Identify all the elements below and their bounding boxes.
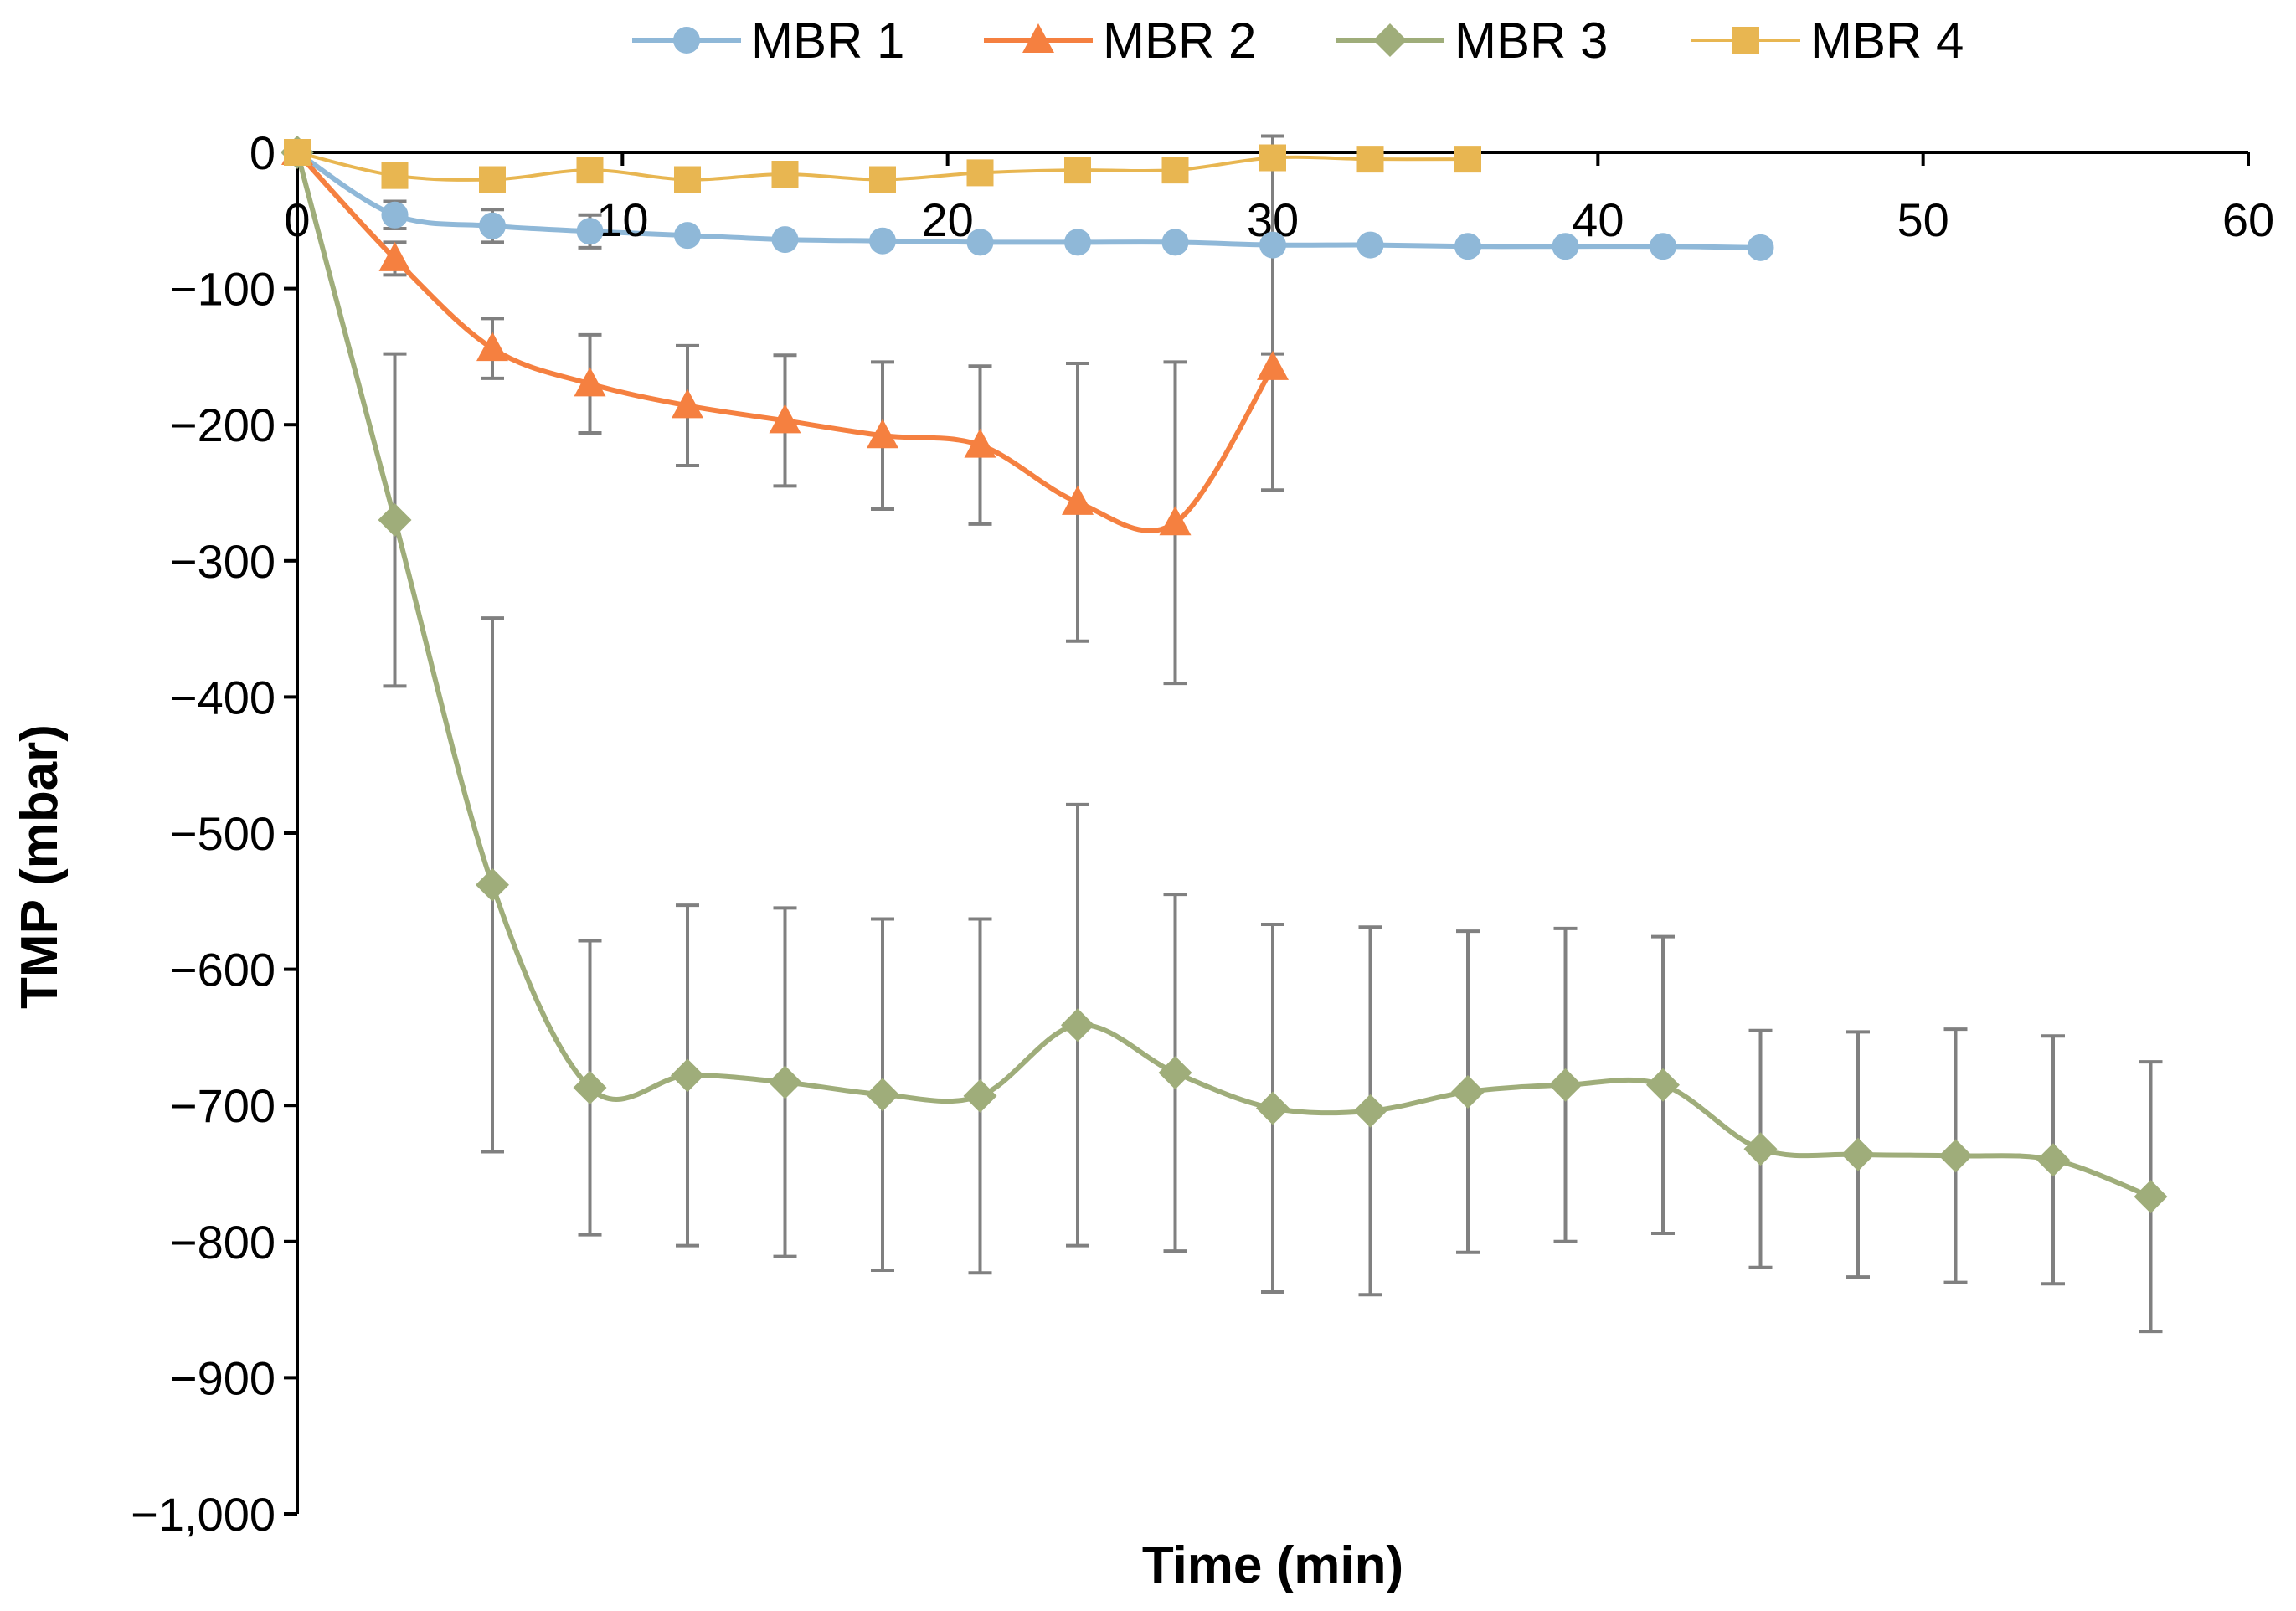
legend-label: MBR 4: [1810, 13, 1964, 69]
mbr-1-line: [296, 150, 1761, 250]
mbr-2-point: [574, 367, 606, 397]
mbr-3-point: [866, 1078, 899, 1112]
mbr-1-point: [1552, 233, 1579, 260]
mbr-4-point: [771, 161, 799, 188]
mbr-4-point: [1454, 146, 1481, 173]
y-tick-label: −300: [170, 535, 275, 588]
mbr-4-point: [381, 162, 409, 189]
mbr-3-point: [768, 1065, 802, 1099]
mbr-4-point: [1161, 157, 1189, 184]
mbr-3-point: [573, 1071, 607, 1105]
x-tick-label: 60: [2222, 193, 2274, 246]
mbr-3-point: [2134, 1180, 2168, 1214]
mbr-3-point: [1256, 1091, 1290, 1125]
mbr-1-point: [1747, 234, 1774, 261]
legend-label: MBR 1: [751, 13, 904, 69]
x-tick-label: 40: [1572, 193, 1624, 246]
y-tick-label: −100: [170, 263, 275, 316]
mbr-1-point: [674, 222, 701, 250]
mbr-2-point: [378, 241, 411, 271]
mbr-4-point: [869, 166, 896, 193]
ticks: 0−100−200−300−400−500−600−700−800−900−1,…: [131, 126, 2274, 1541]
y-tick-label: −1,000: [131, 1488, 275, 1541]
legend-marker: [673, 27, 700, 54]
legend-item-mbr-4: MBR 4: [1691, 13, 1964, 69]
mbr-1-point: [479, 212, 506, 239]
legend-marker: [1373, 23, 1407, 57]
mbr-3-point: [378, 503, 412, 538]
x-axis-title: Time (min): [1142, 1536, 1403, 1594]
mbr-3-line: [295, 152, 2152, 1199]
mbr-4-point: [674, 166, 701, 193]
x-tick-label: 0: [284, 193, 310, 246]
legend-item-mbr-1: MBR 1: [632, 13, 904, 69]
mbr-3-point: [476, 867, 509, 902]
mbr-1-point: [1161, 229, 1189, 256]
legend: MBR 1 MBR 2 MBR 3 MBR 4: [632, 13, 1964, 69]
y-tick-label: −700: [170, 1079, 275, 1132]
mbr-3-point: [1646, 1068, 1680, 1102]
markers: [281, 136, 2168, 1214]
legend-item-mbr-3: MBR 3: [1336, 13, 1608, 69]
mbr-2-point: [476, 332, 508, 362]
mbr-1-point: [381, 201, 409, 229]
y-tick-label: −400: [170, 671, 275, 723]
y-tick-label: −900: [170, 1351, 275, 1404]
y-tick-label: −500: [170, 807, 275, 860]
mbr-3-point: [1451, 1074, 1485, 1109]
mbr-4-point: [284, 139, 311, 166]
mbr-2-point: [769, 404, 801, 434]
mbr-2-point: [1159, 506, 1192, 536]
mbr-1-point: [1356, 231, 1384, 259]
mbr-2-point: [867, 419, 898, 449]
mbr-3-point: [1548, 1068, 1583, 1102]
mbr-3-point: [1158, 1056, 1192, 1090]
y-axis-title: TMP (mbar): [11, 724, 69, 1009]
mbr-3-point: [1353, 1094, 1387, 1128]
mbr-2-point: [1062, 485, 1094, 515]
x-tick-label: 50: [1897, 193, 1949, 246]
mbr-4-point: [1259, 144, 1286, 172]
mbr-4-point: [1356, 146, 1384, 173]
mbr-4-point: [966, 159, 994, 187]
mbr-1-point: [1650, 233, 1676, 260]
mbr-1-point: [771, 226, 799, 254]
series-lines: [295, 150, 2152, 1199]
mbr-1-point: [1454, 233, 1481, 260]
legend-marker: [1732, 27, 1759, 54]
mbr-3-point: [2036, 1143, 2070, 1177]
error-bars: [383, 134, 2163, 1334]
mbr-3-point: [1743, 1132, 1778, 1166]
legend-item-mbr-2: MBR 2: [984, 13, 1256, 69]
mbr-1-point: [869, 227, 896, 255]
mbr-2-point: [1257, 350, 1289, 380]
mbr-2-point: [964, 428, 996, 458]
legend-label: MBR 2: [1103, 13, 1256, 69]
legend-label: MBR 3: [1454, 13, 1608, 69]
mbr-1-point: [1259, 231, 1286, 259]
mbr-3-point: [1938, 1139, 1973, 1173]
x-tick-label: 10: [596, 193, 648, 246]
mbr-2-point: [672, 389, 703, 419]
mbr-3-point: [1061, 1008, 1094, 1042]
mbr-3-point: [1841, 1137, 1875, 1171]
mbr-4-point: [576, 157, 604, 184]
mbr-3-point: [671, 1058, 704, 1093]
mbr-3-point: [963, 1078, 997, 1113]
mbr-1-point: [966, 229, 994, 256]
y-tick-label: −200: [170, 399, 275, 451]
legend-marker: [1022, 23, 1054, 53]
y-tick-label: 0: [250, 126, 275, 179]
mbr-1-point: [576, 218, 604, 245]
y-tick-label: −600: [170, 944, 275, 996]
mbr-4-point: [479, 166, 506, 193]
mbr-1-point: [1064, 229, 1091, 256]
x-tick-label: 20: [922, 193, 974, 246]
y-tick-label: −800: [170, 1216, 275, 1269]
mbr-4-point: [1064, 157, 1091, 184]
